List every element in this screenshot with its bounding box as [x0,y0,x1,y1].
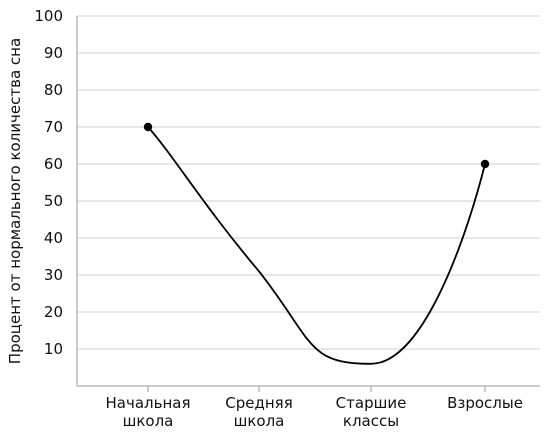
x-tick-labels: НачальнаяшколаСредняяшколаСтаршиеклассыВ… [106,386,523,430]
y-tick-label: 10 [44,340,63,358]
x-tick-label: Начальная [106,394,191,412]
y-tick-label: 40 [44,229,63,247]
x-tick-label: школа [123,412,174,430]
y-tick-label: 90 [44,44,63,62]
x-tick-label: Старшие [336,394,407,412]
y-tick-labels: 10 20 30 40 50 60 70 80 90 100 [34,7,63,358]
y-tick-label: 100 [34,7,63,25]
y-tick-label: 50 [44,192,63,210]
x-tick-label: Средняя [225,394,292,412]
x-tick-label: классы [343,412,399,430]
y-tick-label: 20 [44,303,63,321]
y-tick-label: 70 [44,118,63,136]
series-markers [143,122,490,169]
data-point [143,122,153,132]
y-tick-label: 30 [44,266,63,284]
y-tick-label: 80 [44,81,63,99]
gridlines [77,15,540,350]
y-axis-label: Процент от нормального количества сна [6,38,24,364]
series-line [147,126,486,365]
x-tick-label: школа [234,412,285,430]
data-point [480,159,490,169]
axes [76,16,540,387]
y-tick-label: 60 [44,155,63,173]
x-tick-label: Взрослые [447,394,523,412]
series-curves [147,126,486,365]
